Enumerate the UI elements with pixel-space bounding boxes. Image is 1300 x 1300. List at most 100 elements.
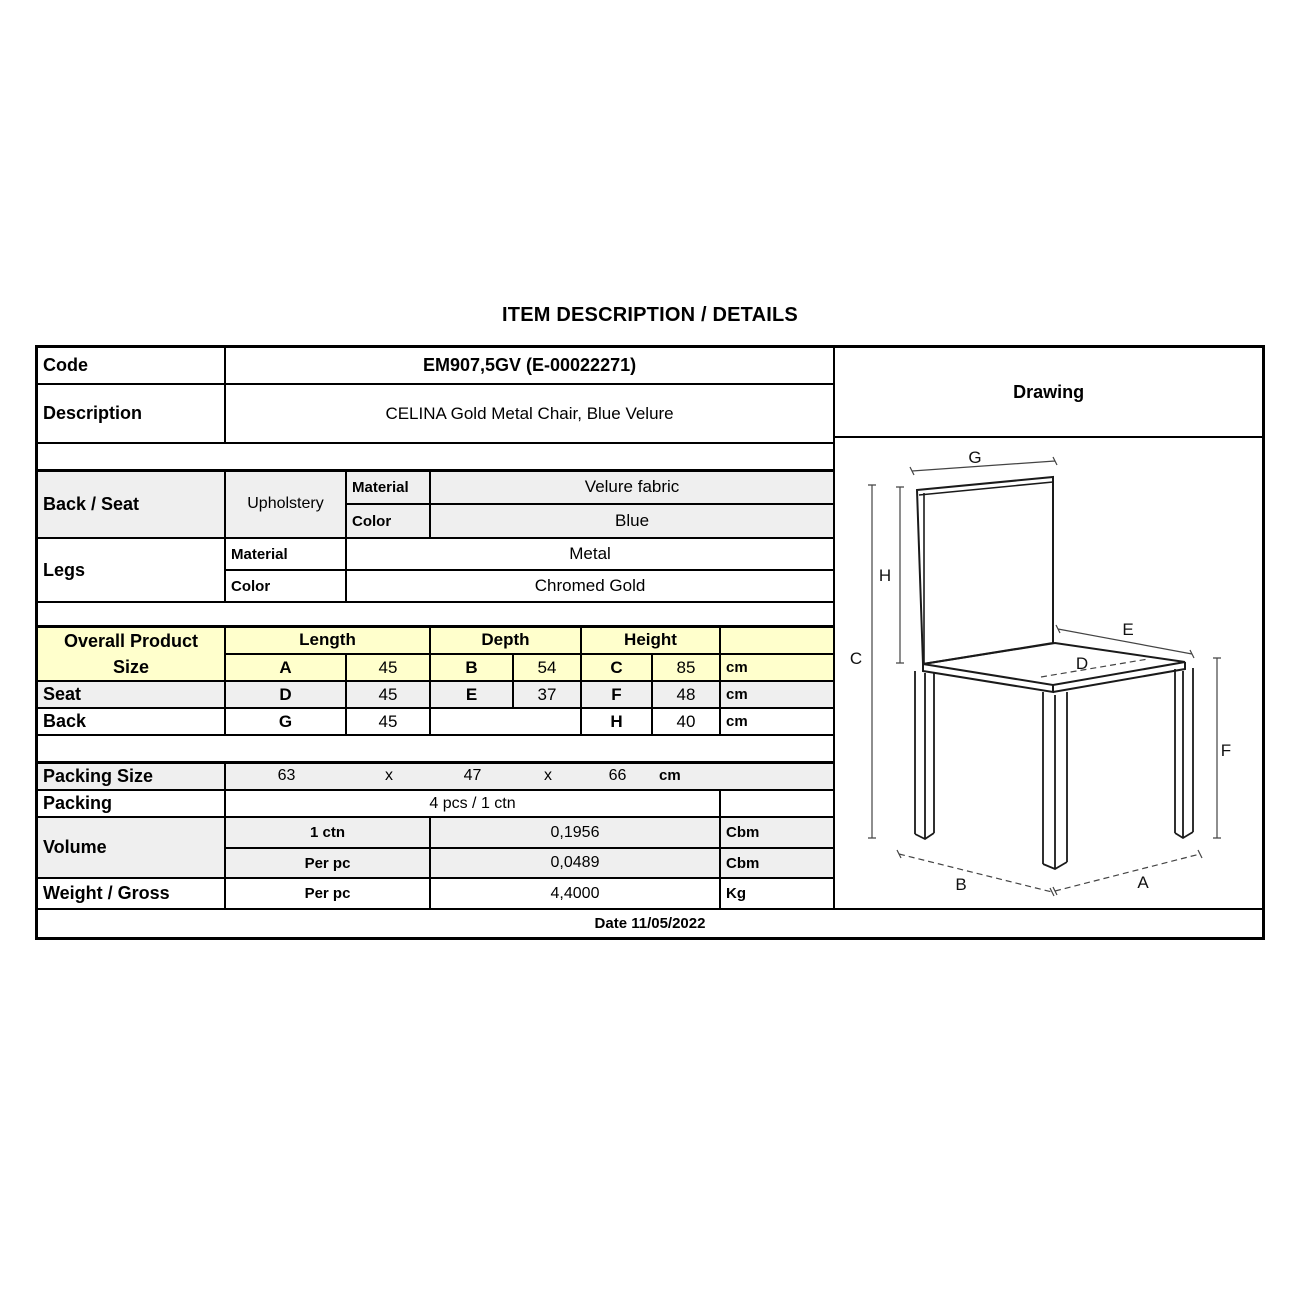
- dim-line-a: [1054, 853, 1201, 892]
- dim-value-c-cell: 85: [651, 653, 721, 682]
- spacer-row: [36, 442, 835, 471]
- legs-material-label-cell: Material: [224, 537, 347, 571]
- weight-unit-cell: Kg: [718, 877, 835, 909]
- drawing-panel-title: Drawing: [835, 348, 1263, 438]
- item-details-sheet: Code EM907,5GV (E-00022271) Description …: [35, 345, 1265, 940]
- height-header-cell: Height: [580, 624, 721, 655]
- dim-value-e-cell: 37: [512, 680, 582, 709]
- dim-value-h-cell: 40: [651, 707, 721, 736]
- legs-material-value-cell: Metal: [344, 537, 835, 571]
- chair-leg-back-left: [914, 671, 935, 841]
- dim-label-h: H: [879, 566, 891, 585]
- dimension-labels: G H C E D F B A: [850, 448, 1231, 894]
- packing-size-times-1: x: [385, 767, 393, 785]
- packing-size-height: 66: [608, 767, 627, 785]
- weight-value-cell: 4,4000: [429, 877, 721, 909]
- specification-table: Code EM907,5GV (E-00022271) Description …: [36, 347, 835, 909]
- back-seat-color-label-cell: Color: [345, 503, 431, 539]
- packing-size-unit: cm: [659, 767, 681, 785]
- dim-value-b-cell: 54: [512, 653, 582, 682]
- dim-line-e: [1055, 624, 1195, 659]
- volume-ctn-value-cell: 0,1956: [429, 816, 721, 849]
- dimension-lines: [868, 456, 1222, 897]
- dim-label-b: B: [955, 875, 966, 894]
- packing-value-cell: 4 pcs / 1 ctn: [224, 789, 721, 818]
- back-row-empty-cell: [429, 707, 582, 736]
- dim-label-c: C: [850, 649, 862, 668]
- dim-value-a-cell: 45: [345, 653, 431, 682]
- dim-letter-e-cell: E: [429, 680, 514, 709]
- description-label-cell: Description: [37, 383, 226, 444]
- volume-label-cell: Volume: [37, 816, 226, 879]
- spacer-row: [36, 734, 835, 763]
- packing-label-cell: Packing: [37, 789, 226, 818]
- overall-unit-cell: cm: [718, 653, 835, 682]
- dim-line-g: [909, 456, 1058, 476]
- dim-value-g-cell: 45: [345, 707, 431, 736]
- dim-line-c: [868, 484, 877, 839]
- dim-line-h: [896, 486, 905, 664]
- dim-letter-a-cell: A: [224, 653, 347, 682]
- code-label-cell: Code: [37, 347, 226, 385]
- packing-empty-cell: [718, 789, 835, 818]
- overall-product-line1: Overall Product: [63, 630, 199, 651]
- dim-label-g: G: [968, 448, 981, 467]
- back-seat-material-label-cell: Material: [345, 468, 431, 505]
- volume-ctn-unit-cell: Cbm: [718, 816, 835, 849]
- packing-size-label-cell: Packing Size: [37, 760, 226, 791]
- dim-letter-b-cell: B: [429, 653, 514, 682]
- dim-line-f: [1213, 657, 1222, 839]
- dim-letter-f-cell: F: [580, 680, 653, 709]
- weight-per-cell: Per pc: [224, 877, 431, 909]
- spacer-row: [36, 601, 835, 627]
- back-seat-label-cell: Back / Seat: [37, 468, 226, 539]
- dim-letter-d-cell: D: [224, 680, 347, 709]
- dim-letter-g-cell: G: [224, 707, 347, 736]
- volume-pc-value-cell: 0,0489: [429, 847, 721, 879]
- weight-label-cell: Weight / Gross: [37, 877, 226, 909]
- packing-size-times-2: x: [544, 767, 552, 785]
- dim-value-f-cell: 48: [651, 680, 721, 709]
- description-value-cell: CELINA Gold Metal Chair, Blue Velure: [223, 383, 835, 444]
- volume-pc-per-cell: Per pc: [224, 847, 431, 879]
- code-value-cell: EM907,5GV (E-00022271): [223, 347, 835, 385]
- drawing-panel: Drawing: [833, 348, 1263, 908]
- volume-ctn-per-cell: 1 ctn: [224, 816, 431, 849]
- dim-line-d: [1040, 658, 1149, 678]
- depth-header-cell: Depth: [429, 624, 582, 655]
- overall-product-size-label-cell: Overall Product Size: [37, 624, 226, 682]
- dim-label-e: E: [1122, 620, 1133, 639]
- upholstery-cell: Upholstery: [224, 468, 347, 539]
- dim-letter-c-cell: C: [580, 653, 653, 682]
- date-row: Date 11/05/2022: [38, 908, 1262, 937]
- dim-label-f: F: [1221, 741, 1231, 760]
- page-title: ITEM DESCRIPTION / DETAILS: [502, 304, 798, 326]
- dim-label-d: D: [1076, 654, 1088, 673]
- legs-color-value-cell: Chromed Gold: [344, 569, 835, 603]
- sheet-body: Code EM907,5GV (E-00022271) Description …: [36, 347, 1263, 909]
- drawing-canvas: G H C E D F B A: [835, 438, 1262, 908]
- volume-pc-unit-cell: Cbm: [718, 847, 835, 879]
- chair-backrest: [916, 475, 1055, 666]
- legs-label-cell: Legs: [37, 537, 226, 603]
- dim-value-d-cell: 45: [345, 680, 431, 709]
- chair-leg-front: [1042, 692, 1068, 871]
- back-row-label-cell: Back: [37, 707, 226, 736]
- back-seat-color-value-cell: Blue: [428, 503, 835, 539]
- back-seat-material-value-cell: Velure fabric: [428, 468, 835, 505]
- packing-size-value-cell: 63 x 47 x 66 cm: [223, 760, 835, 791]
- chair-seat: [922, 641, 1186, 687]
- length-header-cell: Length: [224, 624, 431, 655]
- dim-label-a: A: [1137, 873, 1149, 892]
- packing-size-width: 63: [277, 767, 296, 785]
- chair-outline: [914, 475, 1194, 871]
- packing-size-values: 63 x 47 x 66 cm: [227, 767, 831, 785]
- chair-drawing: G H C E D F B A: [850, 448, 1231, 897]
- dim-letter-h-cell: H: [580, 707, 653, 736]
- packing-size-depth: 47: [463, 767, 482, 785]
- chair-leg-right: [1174, 668, 1194, 840]
- back-unit-cell: cm: [718, 707, 835, 736]
- overall-product-line2: Size: [112, 656, 150, 677]
- legs-color-label-cell: Color: [224, 569, 347, 603]
